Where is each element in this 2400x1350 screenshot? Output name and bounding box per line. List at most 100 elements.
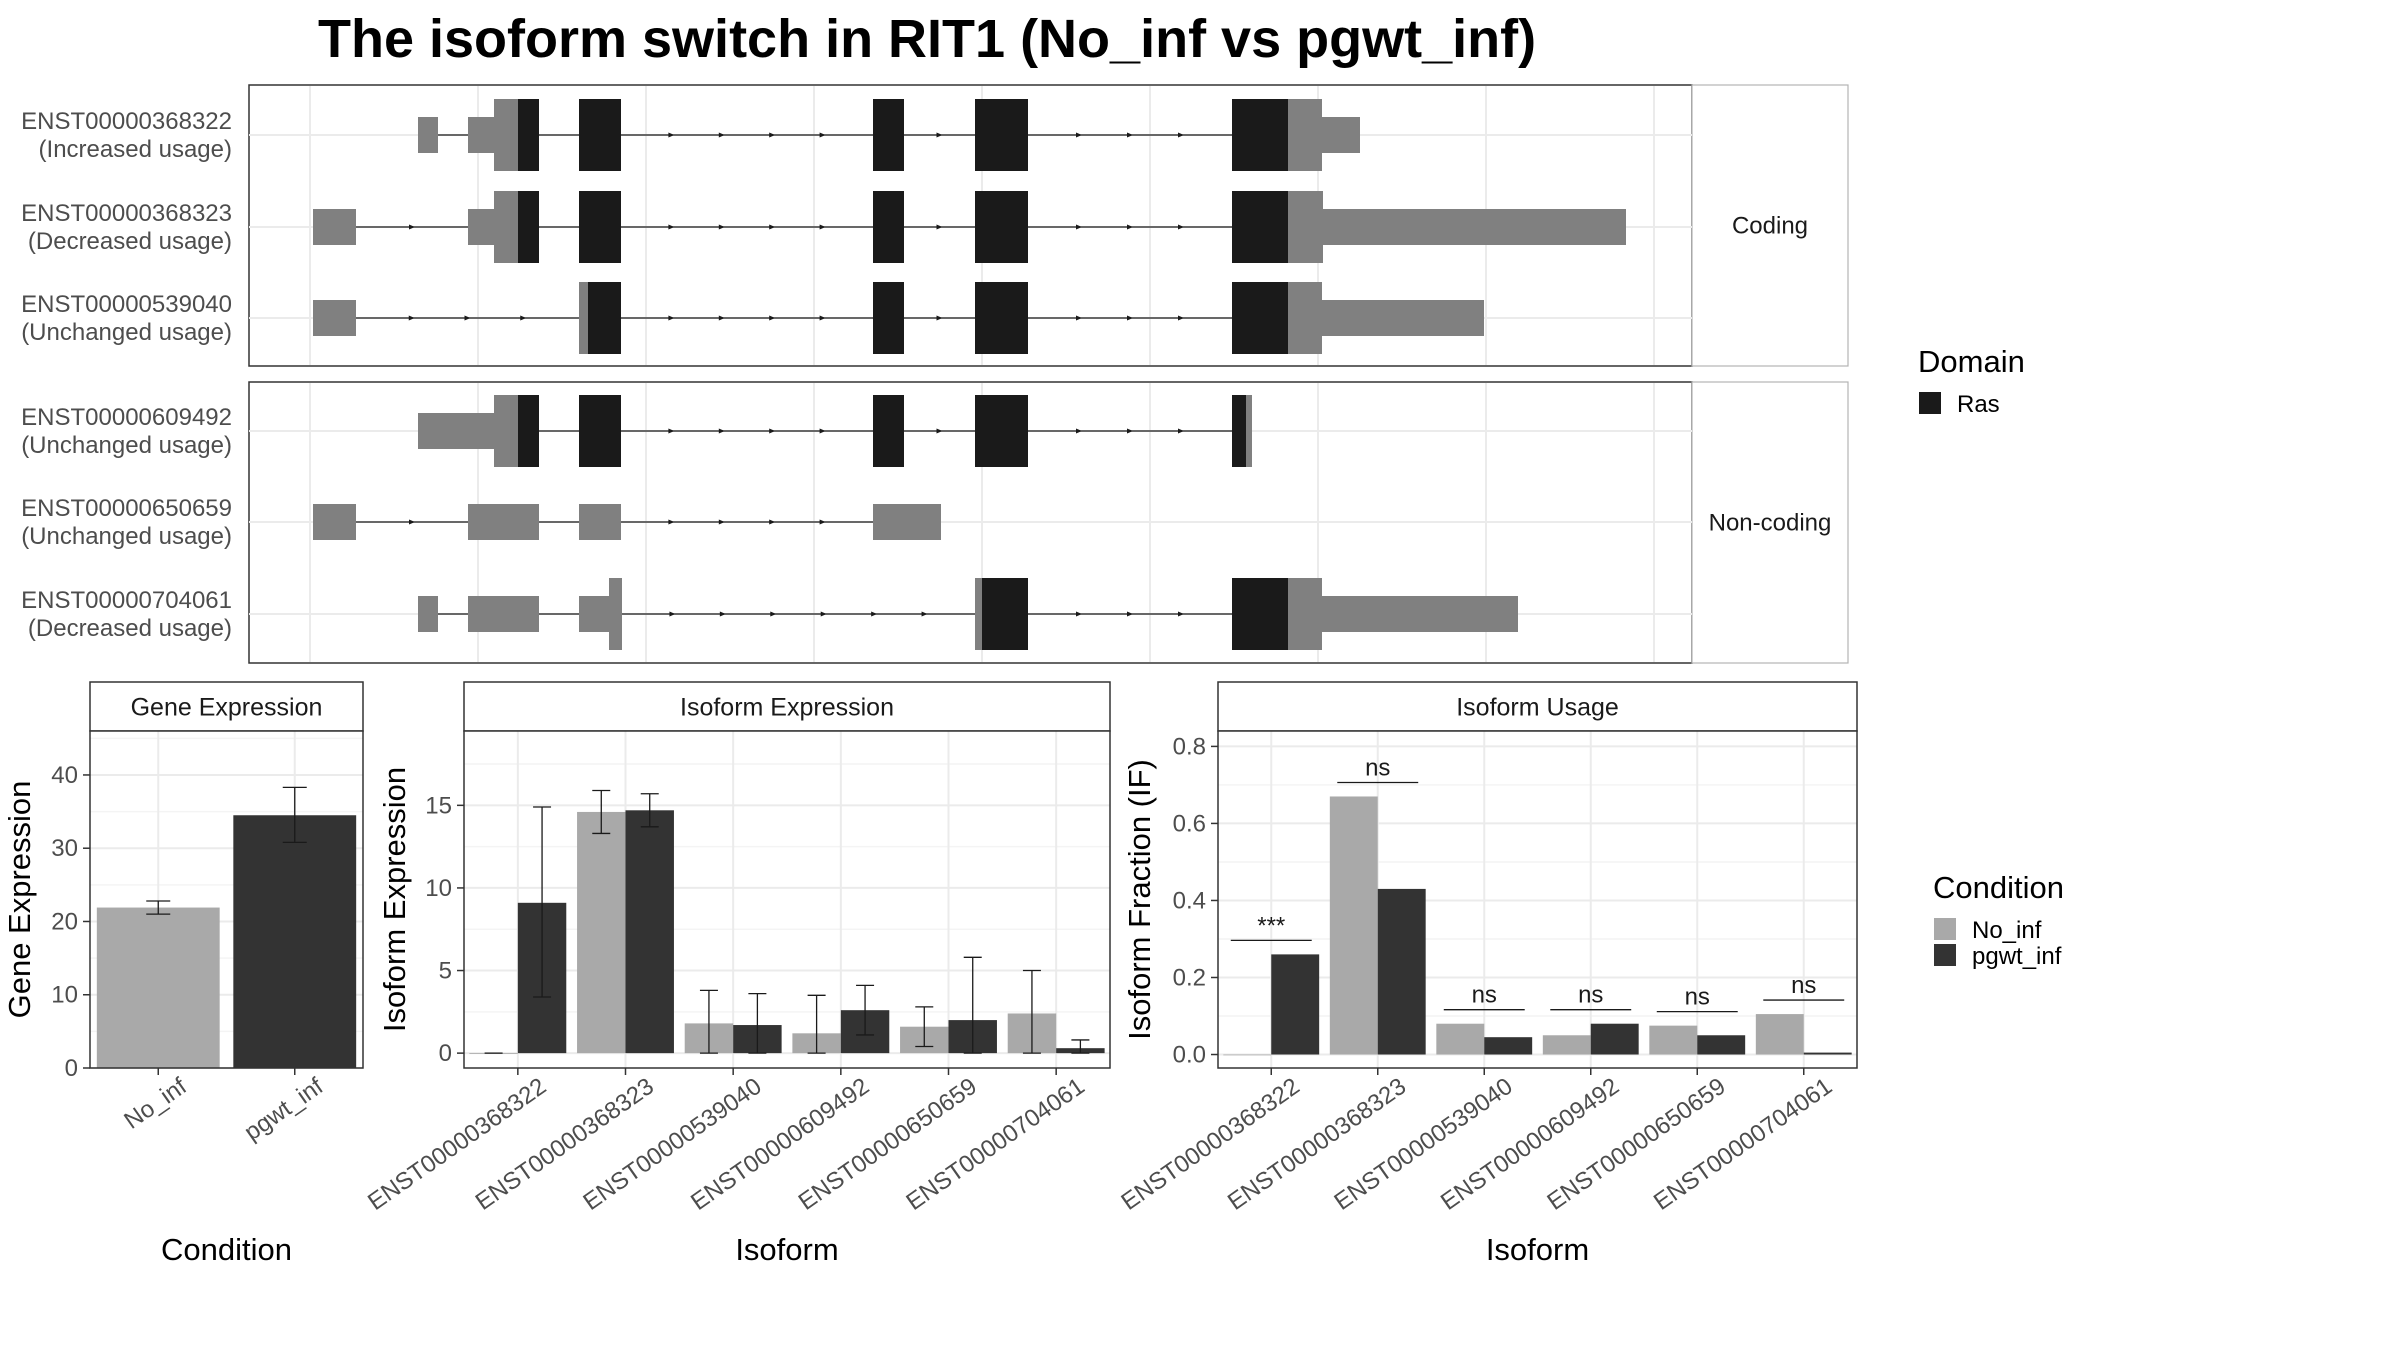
y-tick-label: 0 — [65, 1055, 78, 1082]
bar-pgwt_inf — [1803, 1052, 1852, 1055]
bar-No_inf — [1649, 1025, 1698, 1055]
panel-border — [463, 730, 1111, 1069]
coding-exon — [518, 395, 539, 467]
coding-exon — [873, 282, 904, 354]
intron-arrow — [936, 224, 943, 230]
panel-title: Isoform Expression — [680, 694, 894, 722]
intron-arrow — [1178, 132, 1184, 138]
intron-arrow — [936, 428, 943, 434]
utr-exon — [579, 596, 609, 632]
utr-exon — [468, 117, 494, 153]
x-tick-label: ENST00000368323 — [471, 1073, 659, 1216]
significance-label: ns — [1791, 972, 1816, 999]
utr-exon — [313, 209, 356, 245]
domain-legend-title: Domain — [1918, 344, 2025, 379]
utr-exon — [1322, 300, 1484, 336]
panel-title: Gene Expression — [131, 694, 323, 722]
legend-label-no-inf: No_inf — [1972, 917, 2042, 944]
intron-arrow — [819, 315, 826, 321]
facet-strip — [1691, 381, 1849, 664]
intron-arrow — [408, 315, 415, 321]
intron-arrow — [668, 428, 675, 434]
intron-arrow — [936, 315, 943, 321]
intron-arrow — [1076, 132, 1082, 138]
panel-border — [1217, 730, 1858, 1069]
intron-arrow — [1127, 315, 1133, 321]
y-tick-label: 0.0 — [1173, 1042, 1206, 1069]
utr-exon — [494, 191, 518, 263]
y-tick-label: 0.8 — [1173, 733, 1206, 760]
utr-exon — [313, 504, 356, 540]
utr-exon — [468, 504, 539, 540]
intron-arrow — [769, 315, 776, 321]
y-tick-label: 30 — [51, 835, 78, 862]
panel-strip — [1217, 681, 1858, 732]
utr-exon — [1322, 596, 1518, 632]
bar-No_inf — [577, 811, 626, 1054]
utr-exon — [418, 117, 438, 153]
coding-exon — [1232, 191, 1288, 263]
intron-arrow — [668, 132, 675, 138]
utr-exon — [418, 596, 438, 632]
utr-exon — [313, 300, 356, 336]
intron-arrow — [819, 519, 826, 525]
isoform-structure-panel: Coding Non-coding ENST00000368322(Increase… — [21, 84, 1849, 664]
y-tick-label: 10 — [51, 982, 78, 1009]
bar-pgwt_inf — [233, 815, 357, 1068]
intron-arrow — [718, 519, 725, 525]
intron-arrow — [819, 224, 826, 230]
isoform-label: ENST00000368323 — [21, 200, 232, 227]
legend-key-ras — [1919, 392, 1941, 414]
utr-exon — [579, 504, 621, 540]
x-tick-label: ENST00000368322 — [363, 1073, 551, 1216]
utr-exon — [609, 578, 622, 650]
coding-exon — [579, 191, 621, 263]
coding-exon — [975, 282, 1028, 354]
utr-exon — [1246, 395, 1252, 467]
isoform-usage-label: (Decreased usage) — [28, 228, 232, 255]
intron-arrow — [1076, 315, 1082, 321]
x-tick-label: ENST00000704061 — [1649, 1073, 1837, 1216]
intron-arrow — [769, 519, 776, 525]
utr-exon — [579, 282, 588, 354]
utr-exon — [873, 504, 941, 540]
utr-exon — [1323, 209, 1626, 245]
intron-arrow — [1127, 428, 1133, 434]
significance-label: ns — [1472, 982, 1497, 1009]
intron-arrow — [1178, 611, 1184, 617]
x-tick-label: No_inf — [119, 1073, 192, 1135]
utr-exon — [1322, 117, 1360, 153]
bar-pgwt_inf — [1697, 1035, 1746, 1055]
intron-arrow — [719, 611, 726, 617]
utr-exon — [1288, 99, 1322, 171]
y-tick-label: 40 — [51, 762, 78, 789]
coding-exon — [518, 191, 539, 263]
intron-arrow — [770, 611, 777, 617]
facet-strip — [1691, 84, 1849, 367]
significance-label: *** — [1257, 912, 1285, 939]
bar-No_inf — [96, 907, 220, 1068]
utr-exon — [494, 395, 518, 467]
coding-exon — [873, 395, 904, 467]
x-tick-label: ENST00000650659 — [1542, 1073, 1730, 1216]
x-tick-label: ENST00000650659 — [794, 1073, 982, 1216]
isoform-usage-label: (Unchanged usage) — [21, 432, 232, 459]
isoform-label: ENST00000704061 — [21, 587, 232, 614]
coding-exon — [1232, 395, 1246, 467]
isoform-label: ENST00000368322 — [21, 108, 232, 135]
intron-arrow — [409, 519, 415, 525]
x-tick-label: ENST00000609492 — [1436, 1073, 1624, 1216]
intron-arrow — [921, 611, 928, 617]
x-axis-label: Isoform — [1486, 1232, 1589, 1267]
x-tick-label: ENST00000609492 — [686, 1073, 874, 1216]
intron-arrow — [668, 224, 675, 230]
figure-title: The isoform switch in RIT1 (No_inf vs pg… — [318, 9, 1536, 69]
intron-arrow — [871, 611, 878, 617]
facet-strip-label: Coding — [1732, 213, 1808, 240]
intron-arrow — [1178, 315, 1184, 321]
facet-strip-label: Non-coding — [1709, 510, 1832, 537]
intron-arrow — [1178, 224, 1184, 230]
x-tick-label: ENST00000539040 — [1329, 1073, 1517, 1216]
coding-exon — [579, 395, 621, 467]
